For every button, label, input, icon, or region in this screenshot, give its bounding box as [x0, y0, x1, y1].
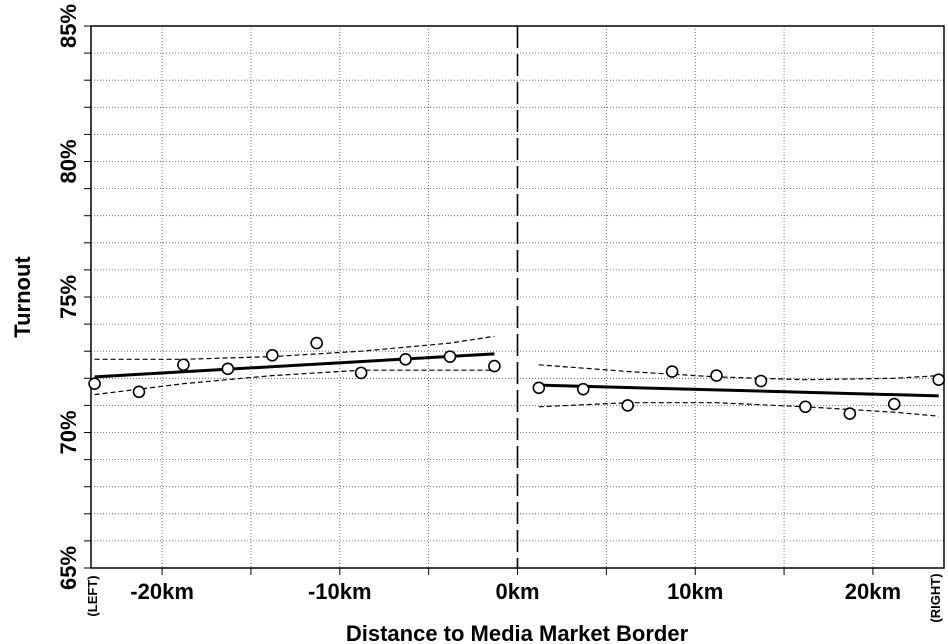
data-point — [310, 336, 323, 350]
data-point — [754, 374, 768, 388]
data-points — [88, 336, 945, 420]
data-point — [399, 353, 412, 366]
data-point — [843, 407, 857, 420]
confidence-bands — [94, 335, 939, 417]
y-axis-title: Turnout — [10, 256, 35, 338]
y-tick-label: 85% — [56, 4, 81, 48]
lower-ci-line-right — [538, 402, 939, 417]
upper-ci-line-right — [538, 364, 939, 381]
data-point — [265, 348, 279, 362]
fit-line-left — [94, 352, 495, 379]
lower-ci-line-left — [94, 369, 495, 396]
tick-labels: 65% 70% 75% 80% 85% -20km -10km 0km 10km 20km (LEF… — [56, 4, 943, 623]
data-point — [799, 400, 812, 414]
data-point — [354, 366, 368, 380]
fit-lines — [94, 352, 939, 398]
data-point — [443, 350, 457, 363]
data-point — [532, 381, 546, 395]
data-point — [887, 397, 901, 411]
x-axis-title: Distance to Media Market Border — [346, 621, 689, 644]
data-point — [177, 358, 190, 372]
data-point — [488, 359, 501, 373]
data-point — [576, 382, 590, 396]
upper-ci-line-left — [94, 335, 495, 360]
data-point — [621, 399, 634, 412]
y-tick-label: 70% — [56, 410, 81, 454]
data-point — [132, 385, 146, 399]
x-tick-label: -20km — [130, 579, 194, 604]
x-tick-label: -10km — [308, 579, 372, 604]
y-tick-label: 65% — [56, 546, 81, 590]
x-tick-label: 10km — [667, 579, 723, 604]
data-point — [88, 377, 101, 391]
data-point — [710, 369, 723, 382]
data-point — [665, 365, 679, 378]
left-side-label: (LEFT) — [85, 575, 100, 616]
x-tick-label: 20km — [845, 579, 901, 604]
fit-line-right — [538, 383, 939, 398]
right-side-label: (RIGHT) — [928, 573, 943, 622]
grid — [91, 26, 944, 568]
axis-ticks — [84, 25, 874, 575]
data-point — [932, 373, 945, 386]
y-tick-label: 80% — [56, 139, 81, 183]
x-tick-label: 0km — [495, 579, 539, 604]
data-point — [221, 362, 235, 376]
y-tick-label: 75% — [56, 275, 81, 319]
